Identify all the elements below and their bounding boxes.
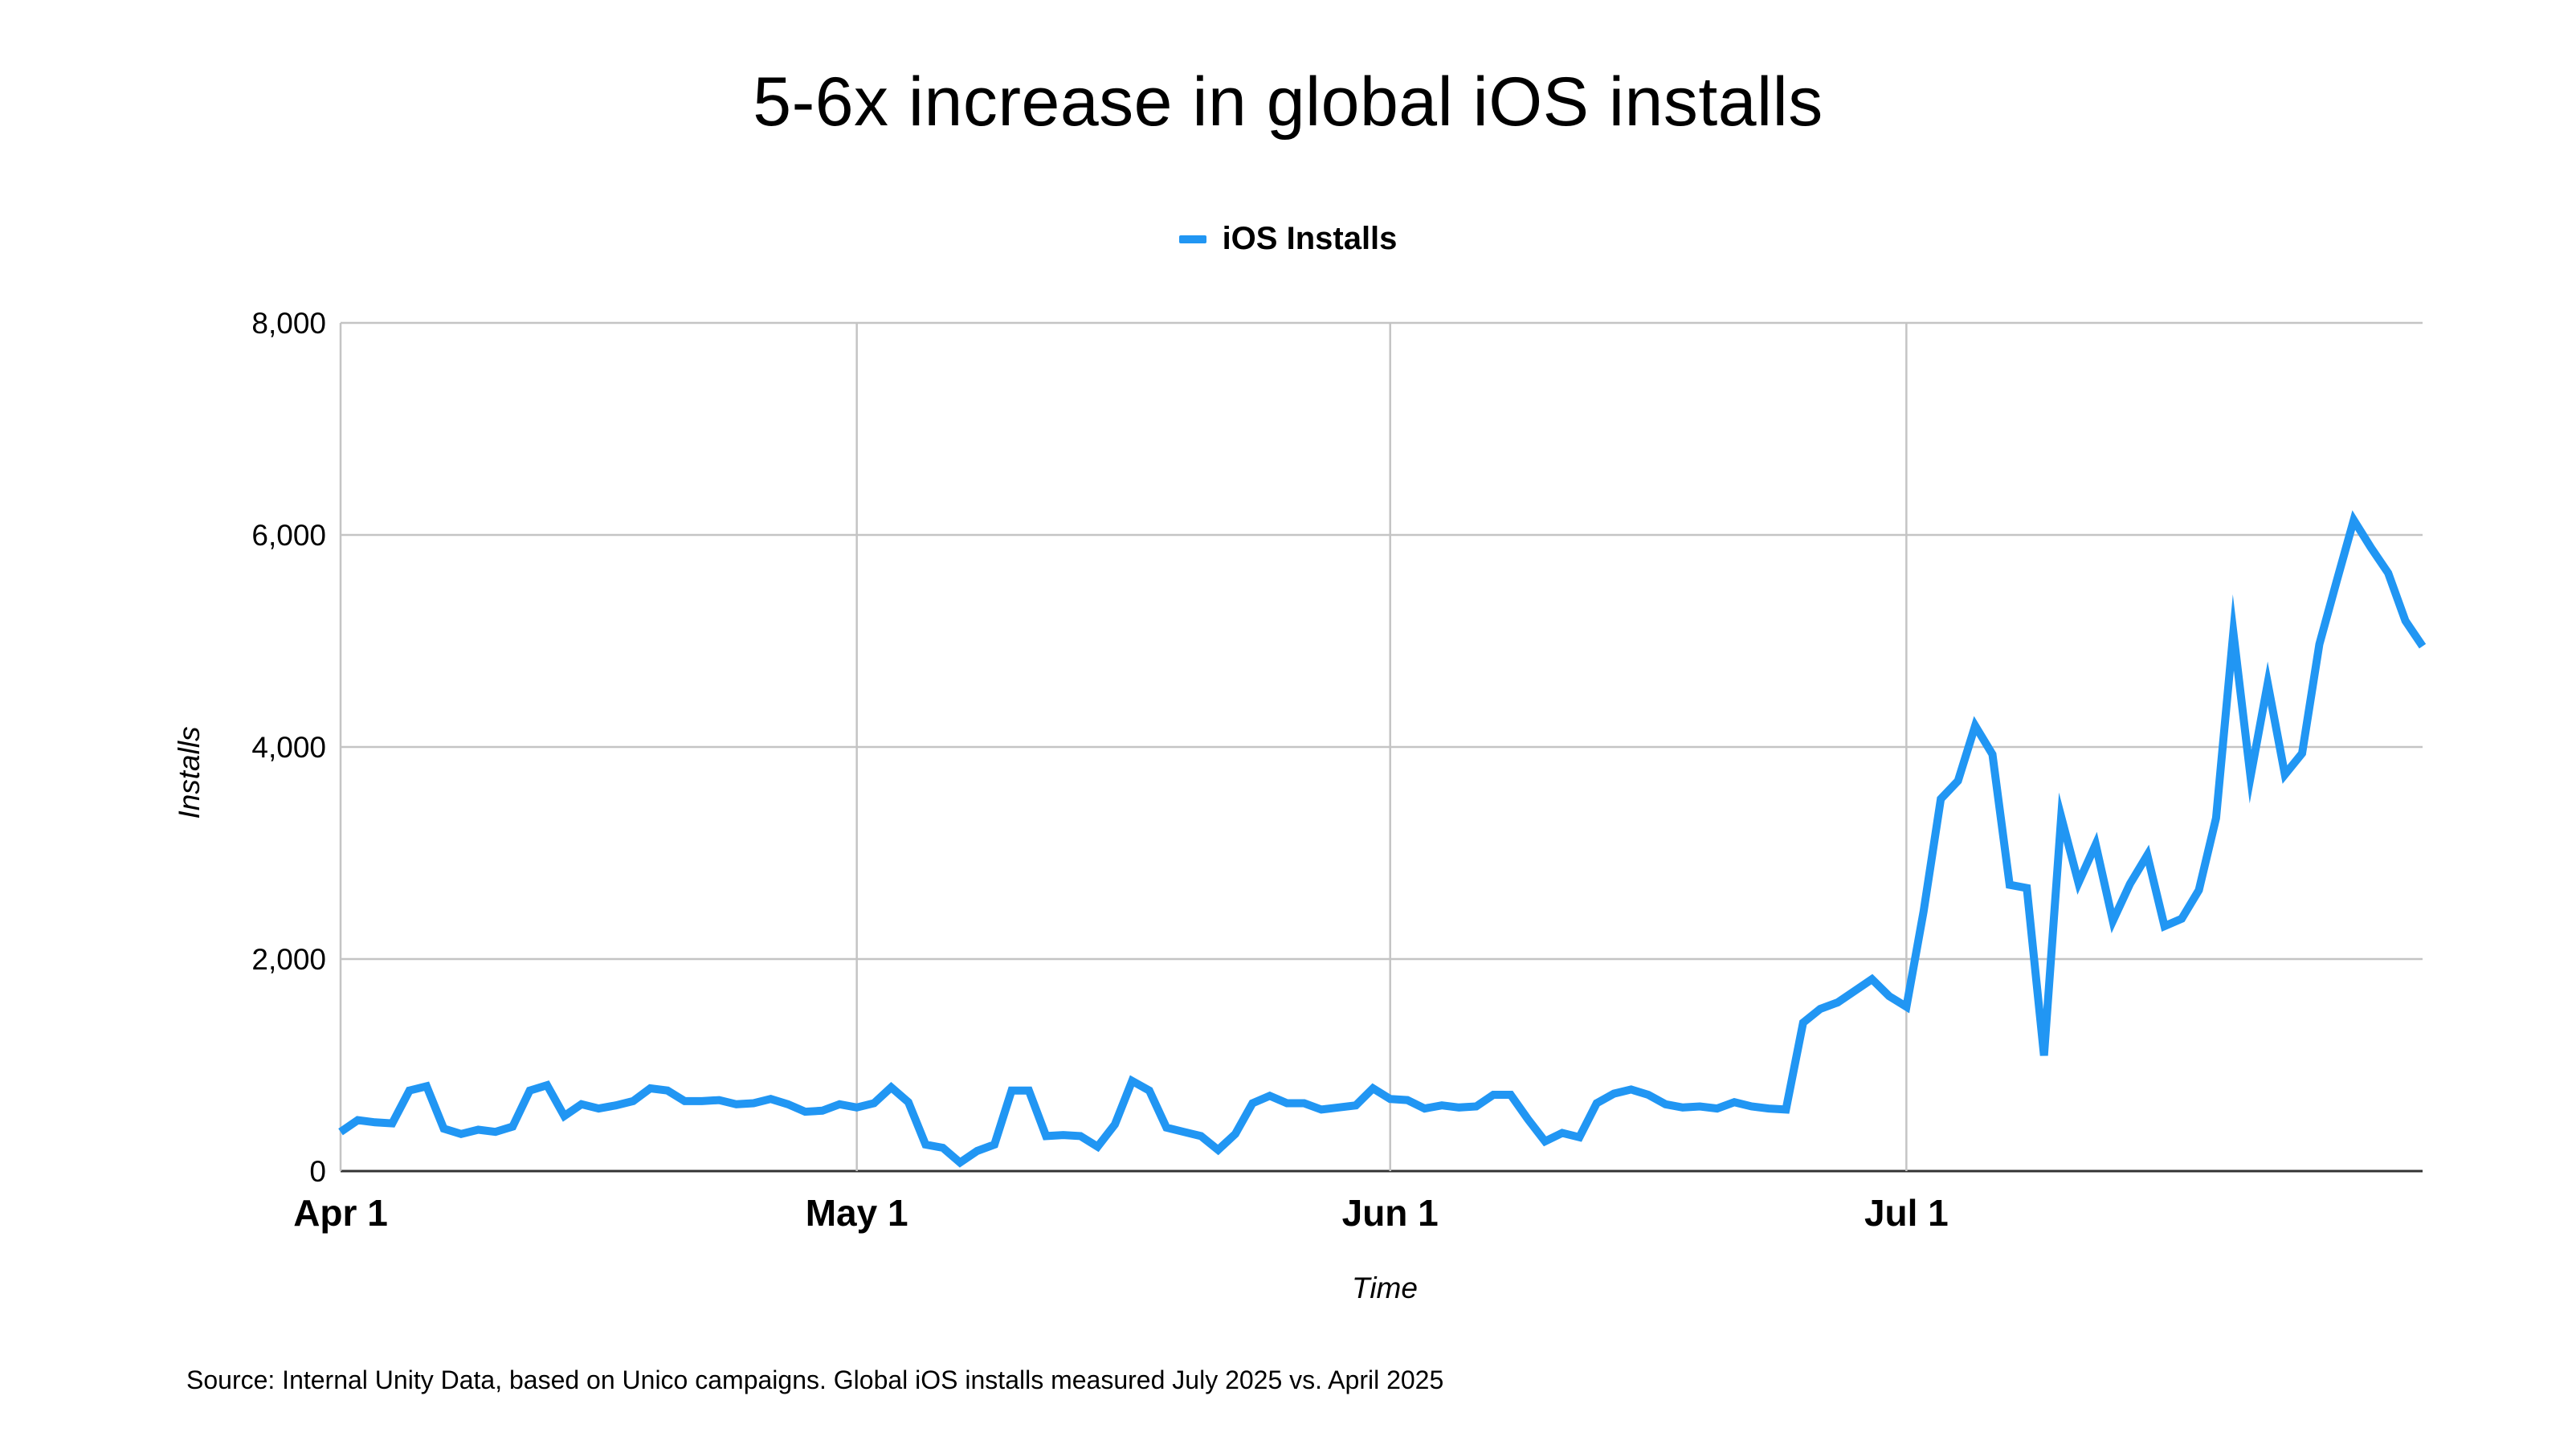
- y-tick-label: 0: [309, 1155, 326, 1188]
- data-point: [2250, 777, 2251, 778]
- data-point: [1373, 1088, 1374, 1089]
- data-point: [392, 1123, 393, 1124]
- data-point: [1888, 996, 1889, 997]
- data-point: [633, 1100, 634, 1101]
- data-point: [1820, 1009, 1821, 1010]
- data-point: [1115, 1124, 1116, 1125]
- data-point: [1028, 1090, 1029, 1091]
- x-axis-title: Time: [1352, 1271, 1418, 1304]
- x-tick-label: Jun 1: [1342, 1192, 1439, 1234]
- data-point: [874, 1103, 875, 1104]
- x-tick-label: May 1: [806, 1192, 908, 1234]
- data-point: [461, 1133, 462, 1134]
- data-point: [1802, 1022, 1803, 1023]
- data-point: [856, 1107, 857, 1108]
- data-point: [1080, 1136, 1081, 1137]
- data-point: [1648, 1095, 1649, 1096]
- data-point: [1614, 1093, 1615, 1094]
- y-tick-label: 2,000: [251, 943, 326, 976]
- chart-title: 5-6x increase in global iOS installs: [753, 63, 1823, 141]
- data-point: [942, 1148, 943, 1149]
- data-point: [374, 1122, 375, 1123]
- legend-swatch-ios-installs: [1178, 235, 1206, 243]
- data-point: [1166, 1127, 1167, 1128]
- data-point: [409, 1090, 410, 1091]
- series-layer: [338, 510, 2427, 1168]
- x-tick-label: Jul 1: [1864, 1192, 1949, 1234]
- data-point: [1218, 1149, 1219, 1150]
- data-point: [1923, 911, 1924, 912]
- data-point: [667, 1090, 668, 1091]
- data-point: [1183, 1132, 1184, 1133]
- data-point: [977, 1150, 978, 1151]
- data-point: [1734, 1102, 1735, 1103]
- data-point: [1906, 1006, 1907, 1007]
- data-point: [615, 1105, 616, 1106]
- data-point: [753, 1103, 754, 1104]
- y-tick-label: 4,000: [251, 731, 326, 764]
- data-point: [1510, 1095, 1511, 1096]
- source-note: Source: Internal Unity Data, based on Un…: [186, 1365, 1444, 1394]
- data-point: [701, 1100, 702, 1101]
- data-point: [1011, 1090, 1012, 1091]
- legend-label-ios-installs: iOS Installs: [1222, 221, 1398, 256]
- data-point: [1132, 1080, 1133, 1081]
- data-point: [2198, 890, 2199, 891]
- data-point: [1252, 1103, 1253, 1104]
- data-point: [1424, 1108, 1425, 1109]
- data-point: [1097, 1146, 1098, 1147]
- data-point: [960, 1162, 961, 1163]
- data-point: [1769, 1108, 1770, 1109]
- y-axis-ticks: 0 2,000 4,000 6,000 8,000: [251, 307, 326, 1188]
- data-point: [1975, 725, 1976, 726]
- data-point: [2164, 926, 2165, 927]
- data-point: [1837, 1002, 1838, 1003]
- data-point: [1355, 1105, 1356, 1106]
- data-point: [512, 1126, 513, 1127]
- data-point: [1442, 1105, 1443, 1106]
- data-point: [1321, 1109, 1322, 1110]
- grid: [339, 321, 2423, 1173]
- legend: iOS Installs: [0, 221, 2576, 257]
- data-point: [1682, 1107, 1683, 1108]
- data-point: [1338, 1107, 1339, 1108]
- series-line-ios-installs: [338, 510, 2427, 1168]
- y-tick-label: 6,000: [251, 519, 326, 552]
- data-point: [1287, 1103, 1288, 1104]
- data-point: [2233, 632, 2234, 633]
- data-point: [1528, 1119, 1529, 1120]
- data-point: [1596, 1103, 1597, 1104]
- data-point: [495, 1132, 496, 1133]
- data-point: [1201, 1136, 1202, 1137]
- data-point: [2405, 620, 2406, 621]
- data-point: [2370, 547, 2371, 548]
- data-point: [650, 1088, 651, 1089]
- data-point: [1493, 1095, 1494, 1096]
- data-point: [1992, 754, 1993, 755]
- data-point: [2061, 817, 2062, 818]
- data-point: [2284, 774, 2285, 775]
- data-point: [598, 1108, 599, 1109]
- data-point: [891, 1087, 892, 1088]
- data-point: [770, 1099, 771, 1100]
- x-tick-label: Apr 1: [293, 1192, 388, 1234]
- y-tick-label: 8,000: [251, 307, 326, 340]
- data-point: [2319, 644, 2320, 645]
- data-point: [684, 1100, 685, 1101]
- data-point: [2009, 884, 2010, 885]
- data-point: [2078, 883, 2079, 884]
- data-point: [2043, 1055, 2044, 1056]
- data-point: [822, 1110, 823, 1111]
- data-point: [547, 1085, 548, 1086]
- x-axis-ticks: Apr 1 May 1 Jun 1 Jul 1: [293, 1192, 1949, 1234]
- data-point: [529, 1090, 530, 1091]
- data-point: [478, 1129, 479, 1130]
- data-point: [1046, 1136, 1047, 1137]
- y-axis-title: Installs: [173, 726, 206, 818]
- data-point: [1751, 1106, 1752, 1107]
